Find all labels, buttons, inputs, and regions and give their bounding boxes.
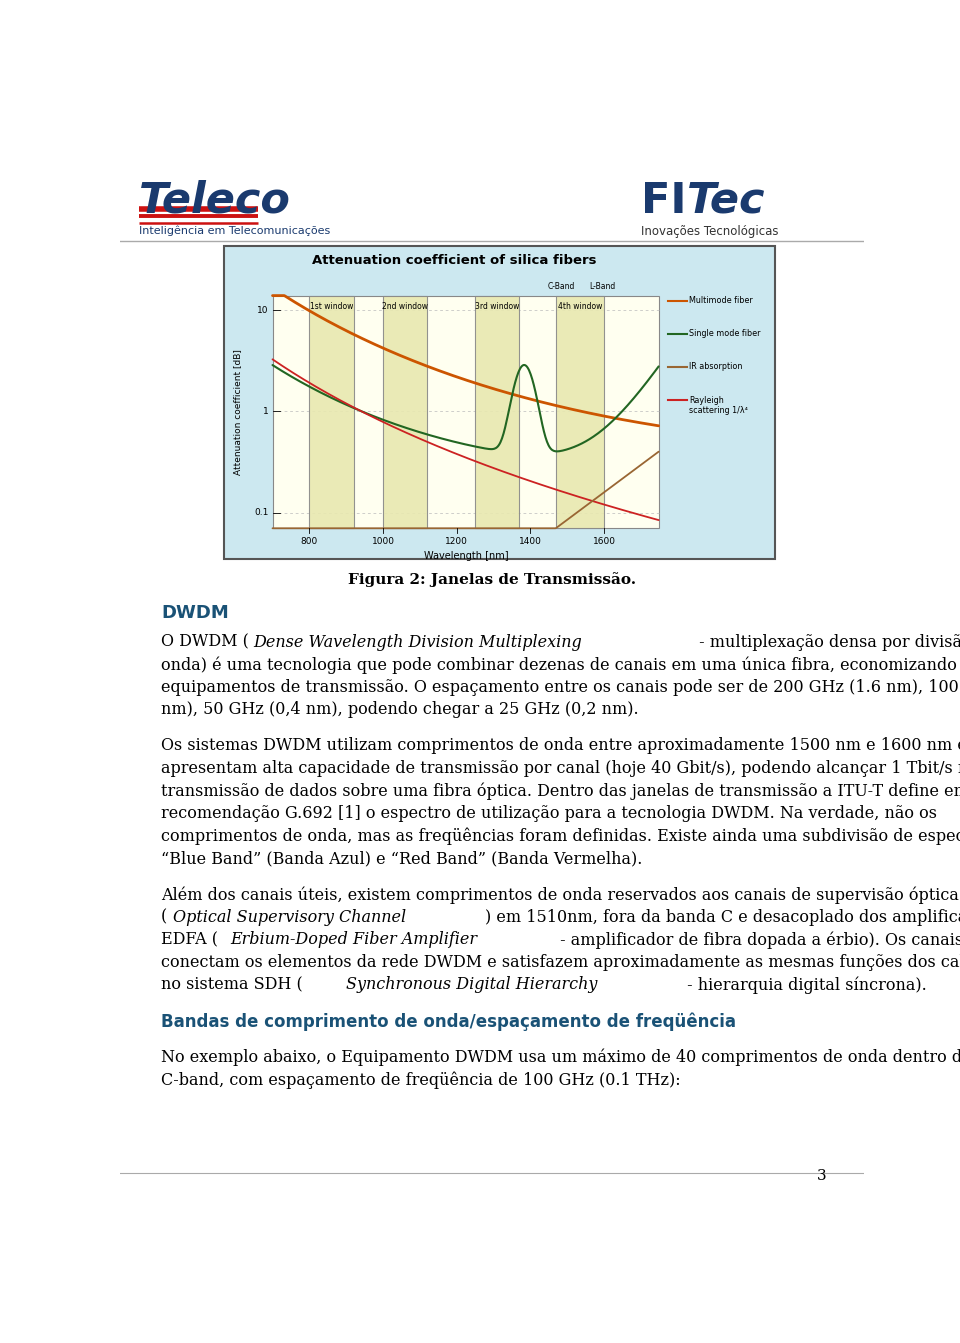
FancyBboxPatch shape — [273, 295, 660, 528]
Text: 3rd window: 3rd window — [475, 302, 519, 310]
FancyBboxPatch shape — [309, 295, 353, 528]
Text: Optical Supervisory Channel: Optical Supervisory Channel — [173, 909, 406, 925]
Text: - amplificador de fibra dopada a érbio). Os canais de supervisão: - amplificador de fibra dopada a érbio).… — [555, 931, 960, 948]
Text: 1000: 1000 — [372, 537, 395, 545]
Text: - multiplexação densa por divisão de comprimento de: - multiplexação densa por divisão de com… — [694, 634, 960, 651]
Text: FI: FI — [641, 180, 686, 222]
Text: Multimode fiber: Multimode fiber — [689, 297, 753, 305]
Text: scattering 1/λ⁴: scattering 1/λ⁴ — [689, 406, 748, 415]
Text: Inteligência em Telecomunicações: Inteligência em Telecomunicações — [138, 226, 330, 236]
Text: equipamentos de transmissão. O espaçamento entre os canais pode ser de 200 GHz (: equipamentos de transmissão. O espaçamen… — [161, 678, 960, 696]
Text: onda) é uma tecnologia que pode combinar dezenas de canais em uma única fibra, e: onda) é uma tecnologia que pode combinar… — [161, 657, 960, 674]
Text: Single mode fiber: Single mode fiber — [689, 329, 760, 338]
Text: Erbium-Doped Fiber Amplifier: Erbium-Doped Fiber Amplifier — [230, 931, 477, 948]
Text: Além dos canais úteis, existem comprimentos de onda reservados aos canais de sup: Além dos canais úteis, existem comprimen… — [161, 886, 960, 904]
Text: 1400: 1400 — [519, 537, 541, 545]
Text: 1600: 1600 — [592, 537, 615, 545]
Text: 0.1: 0.1 — [254, 508, 269, 517]
FancyBboxPatch shape — [225, 246, 775, 559]
Text: recomendação G.692 [1] o espectro de utilização para a tecnologia DWDM. Na verda: recomendação G.692 [1] o espectro de uti… — [161, 804, 937, 822]
Text: - hierarquia digital síncrona).: - hierarquia digital síncrona). — [683, 976, 927, 994]
Text: nm), 50 GHz (0,4 nm), podendo chegar a 25 GHz (0,2 nm).: nm), 50 GHz (0,4 nm), podendo chegar a 2… — [161, 701, 638, 719]
Text: 1: 1 — [263, 407, 269, 416]
Text: 3: 3 — [817, 1168, 827, 1183]
Text: comprimentos de onda, mas as freqüências foram definidas. Existe ainda uma subdi: comprimentos de onda, mas as freqüências… — [161, 827, 960, 845]
Text: Tec: Tec — [687, 180, 765, 222]
Text: 800: 800 — [300, 537, 318, 545]
Text: 4th window: 4th window — [558, 302, 602, 310]
Text: transmissão de dados sobre uma fibra óptica. Dentro das janelas de transmissão a: transmissão de dados sobre uma fibra ópt… — [161, 783, 960, 800]
FancyBboxPatch shape — [475, 295, 519, 528]
Text: Figura 2: Janelas de Transmissão.: Figura 2: Janelas de Transmissão. — [348, 572, 636, 587]
Text: Bandas de comprimento de onda/espaçamento de freqüência: Bandas de comprimento de onda/espaçament… — [161, 1013, 736, 1031]
Text: Dense Wavelength Division Multiplexing: Dense Wavelength Division Multiplexing — [253, 634, 583, 651]
Text: ) em 1510nm, fora da banda C e desacoplado dos amplificadores ópticos: ) em 1510nm, fora da banda C e desacopla… — [486, 909, 960, 927]
Text: conectam os elementos da rede DWDM e satisfazem aproximadamente as mesmas funçõe: conectam os elementos da rede DWDM e sat… — [161, 954, 960, 971]
Text: 10: 10 — [257, 306, 269, 314]
Text: Attenuation coefficient [dB]: Attenuation coefficient [dB] — [233, 349, 242, 475]
Text: no sistema SDH (: no sistema SDH ( — [161, 976, 302, 994]
Text: IR absorption: IR absorption — [689, 363, 742, 372]
Text: C-Band: C-Band — [548, 282, 575, 291]
Text: 1st window: 1st window — [310, 302, 353, 310]
Text: Inovações Tecnológicas: Inovações Tecnológicas — [641, 226, 779, 238]
Text: Wavelength [nm]: Wavelength [nm] — [423, 551, 508, 561]
Text: Teleco: Teleco — [138, 180, 291, 222]
FancyBboxPatch shape — [383, 295, 427, 528]
FancyBboxPatch shape — [556, 295, 604, 528]
Text: O DWDM (: O DWDM ( — [161, 634, 249, 651]
Text: C-band, com espaçamento de freqüência de 100 GHz (0.1 THz):: C-band, com espaçamento de freqüência de… — [161, 1072, 681, 1089]
Text: No exemplo abaixo, o Equipamento DWDM usa um máximo de 40 comprimentos de onda d: No exemplo abaixo, o Equipamento DWDM us… — [161, 1049, 960, 1066]
Text: apresentam alta capacidade de transmissão por canal (hoje 40 Gbit/s), podendo al: apresentam alta capacidade de transmissã… — [161, 760, 960, 778]
Text: 1200: 1200 — [445, 537, 468, 545]
Text: (: ( — [161, 909, 167, 925]
Text: Attenuation coefficient of silica fibers: Attenuation coefficient of silica fibers — [312, 254, 597, 267]
Text: “Blue Band” (Banda Azul) e “Red Band” (Banda Vermelha).: “Blue Band” (Banda Azul) e “Red Band” (B… — [161, 850, 642, 868]
Text: Os sistemas DWDM utilizam comprimentos de onda entre aproximadamente 1500 nm e 1: Os sistemas DWDM utilizam comprimentos d… — [161, 737, 960, 755]
Text: Synchronous Digital Hierarchy: Synchronous Digital Hierarchy — [347, 976, 598, 994]
Text: DWDM: DWDM — [161, 604, 228, 622]
Text: Rayleigh: Rayleigh — [689, 396, 724, 404]
Text: L-Band: L-Band — [589, 282, 615, 291]
Text: 2nd window: 2nd window — [382, 302, 428, 310]
Text: EDFA (: EDFA ( — [161, 931, 218, 948]
